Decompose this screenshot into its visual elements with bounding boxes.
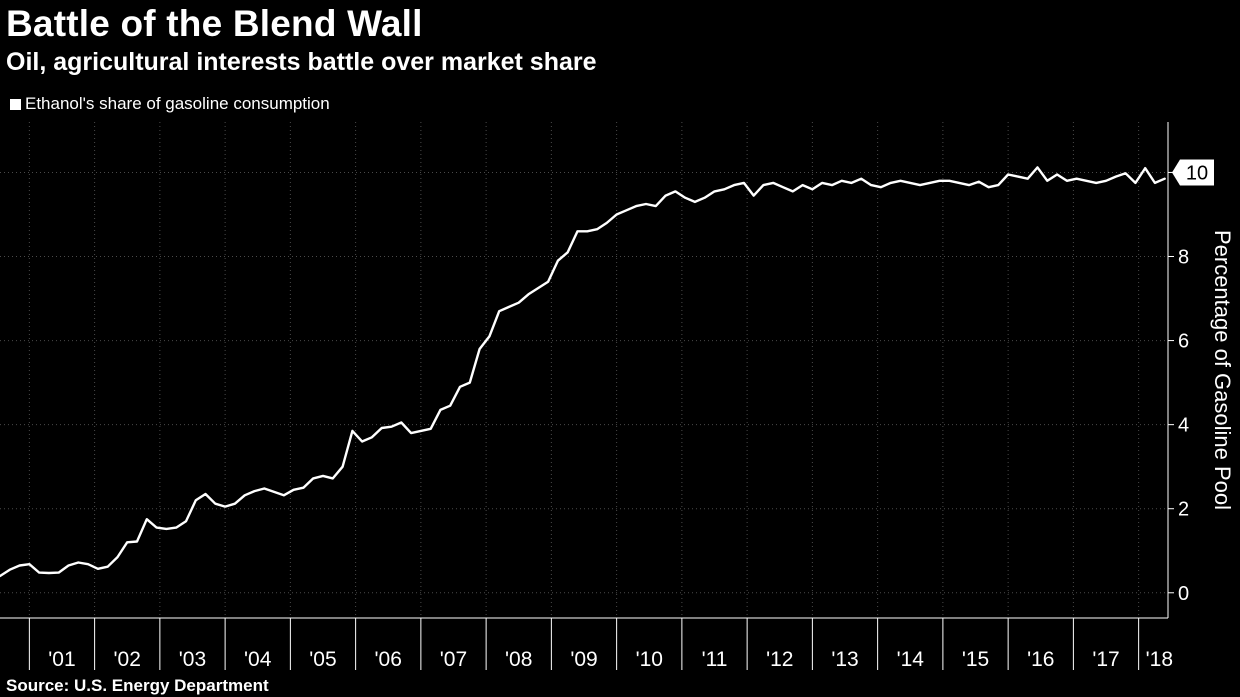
x-tick-label: '02	[114, 648, 141, 671]
x-tick-label: '14	[897, 648, 925, 671]
x-tick-label: '17	[1092, 648, 1119, 671]
x-tick-label: '16	[1027, 648, 1054, 671]
y-tick-label: 8	[1178, 247, 1189, 269]
x-tick-label: '12	[766, 648, 793, 671]
y-tick-label: 2	[1178, 499, 1189, 521]
y-axis-title: Percentage of Gasoline Pool	[1210, 229, 1235, 511]
x-tick-label: '10	[636, 648, 663, 671]
legend-swatch	[10, 98, 21, 110]
last-value-label: 10	[1186, 162, 1208, 184]
y-tick-label: 6	[1178, 331, 1189, 353]
x-tick-label: '07	[440, 648, 467, 671]
legend-label: Ethanol's share of gasoline consumption	[25, 94, 330, 113]
x-tick-label: '09	[570, 648, 597, 671]
ethanol-share-line	[0, 166, 1166, 578]
x-tick-label: '04	[244, 648, 272, 671]
y-tick-label: 4	[1178, 415, 1189, 437]
chart-subtitle: Oil, agricultural interests battle over …	[6, 48, 597, 76]
x-tick-label: '15	[962, 648, 989, 671]
chart-title: Battle of the Blend Wall	[6, 3, 423, 44]
last-value-badge	[1172, 159, 1214, 186]
x-tick-label: '11	[702, 648, 728, 671]
x-tick-label: '08	[505, 648, 532, 671]
x-tick-label: '05	[309, 648, 336, 671]
x-tick-label: '13	[831, 648, 858, 671]
legend: Ethanol's share of gasoline consumption	[10, 93, 330, 115]
x-tick-label: '03	[179, 648, 206, 671]
y-tick-label: 0	[1178, 583, 1189, 605]
source-note: Source: U.S. Energy Department	[6, 676, 269, 695]
x-tick-label: '06	[375, 648, 402, 671]
x-tick-label: '18	[1146, 648, 1173, 671]
x-tick-label: '01	[48, 648, 75, 671]
